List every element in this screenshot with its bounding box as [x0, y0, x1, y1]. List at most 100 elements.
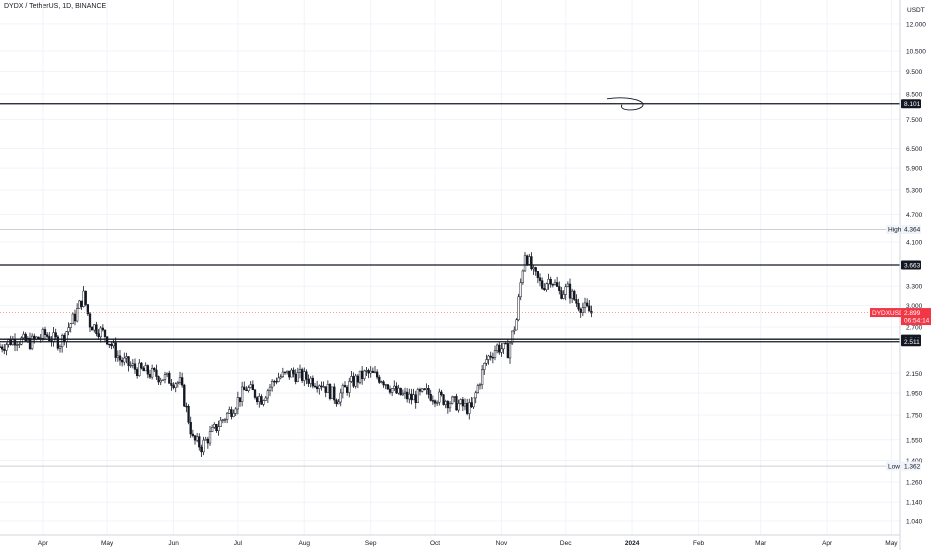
- candle-body: [118, 355, 122, 361]
- candle-body: [270, 380, 274, 388]
- candle-body: [161, 379, 165, 381]
- candle-body: [200, 446, 203, 453]
- currency-label: USDT: [907, 7, 925, 14]
- candle-body: [307, 379, 310, 384]
- candle-body: [390, 388, 394, 393]
- candle-body: [429, 394, 432, 401]
- candle-body: [45, 334, 49, 337]
- candle-body: [431, 400, 435, 402]
- y-tick-label: 9.500: [906, 69, 923, 76]
- candle-body: [292, 369, 295, 375]
- candle-body: [253, 389, 257, 398]
- candle-body: [225, 413, 229, 420]
- drawing-swirl: [606, 97, 644, 111]
- candle-body: [440, 391, 443, 395]
- candle-body: [281, 371, 285, 377]
- y-tick-label: 5.900: [906, 166, 923, 173]
- candle-body: [255, 397, 259, 403]
- candle-body: [386, 384, 390, 390]
- candle-body: [101, 327, 105, 331]
- candle-body: [187, 405, 190, 423]
- candle-body: [300, 369, 304, 381]
- candle-body: [459, 399, 462, 404]
- candle-body: [37, 336, 40, 340]
- candle-body: [468, 402, 471, 414]
- candle-body: [217, 426, 220, 431]
- candle-body: [455, 396, 458, 411]
- candle-body: [303, 371, 306, 381]
- last-price-value: 2.899: [904, 310, 921, 317]
- candle-body: [510, 330, 514, 344]
- candle-body: [420, 388, 424, 392]
- candle-body: [135, 369, 139, 377]
- candle-body: [369, 370, 372, 374]
- candle-body: [335, 399, 338, 405]
- candle-body: [579, 308, 582, 313]
- x-tick-label: Apr: [38, 540, 49, 547]
- candle-body: [352, 376, 355, 387]
- candle-body: [577, 303, 580, 310]
- candle-body: [375, 371, 379, 378]
- candle-body: [504, 342, 507, 345]
- candle-body: [56, 336, 60, 349]
- candle-body: [153, 367, 156, 371]
- candle-body: [418, 389, 422, 392]
- candle-body: [373, 371, 377, 374]
- horizontal-levels[interactable]: [0, 103, 900, 467]
- candle-body: [277, 377, 280, 382]
- candle-body: [305, 371, 308, 380]
- candle-body: [330, 386, 334, 399]
- x-tick-label: May: [885, 540, 898, 547]
- candle-body: [86, 304, 90, 315]
- candle-body: [513, 329, 516, 332]
- candle-body: [168, 372, 171, 384]
- candle-body: [472, 397, 475, 408]
- candle-body: [127, 356, 130, 366]
- candle-body: [206, 438, 210, 444]
- candle-body: [350, 376, 353, 382]
- y-tick-label: 1.260: [906, 479, 923, 486]
- candle-body: [146, 365, 150, 375]
- candle-body: [543, 288, 546, 290]
- candle-body: [315, 386, 319, 389]
- candle-body: [590, 310, 593, 314]
- candle-body: [249, 384, 252, 388]
- candle-body: [438, 391, 441, 403]
- x-tick-label: May: [101, 540, 114, 547]
- candle-body: [384, 384, 387, 386]
- time-axis[interactable]: Apr May Jun Jul Aug Sep Oct Nov Dec 2024 Feb Mar Apr…: [38, 540, 899, 547]
- candle-body: [144, 365, 147, 372]
- y-tick-label: 4.700: [906, 212, 923, 219]
- candle-body: [24, 333, 27, 342]
- level-value-label: 8.101: [904, 101, 921, 108]
- low-value-label: 1.362: [904, 463, 921, 470]
- candle-body: [410, 393, 413, 401]
- price-axis[interactable]: 12.000 10.500 9.500 8.500 7.500 6.500 5.900 5.3…: [906, 21, 926, 525]
- candle-body: [354, 375, 357, 387]
- candle-body: [215, 424, 218, 431]
- candle-body: [88, 313, 92, 328]
- candle-body: [575, 299, 578, 304]
- candle-body: [97, 333, 100, 338]
- candle-body: [474, 392, 477, 399]
- level-value-label-bg: [901, 337, 921, 347]
- candle-body: [159, 380, 162, 383]
- candle-body: [493, 350, 497, 358]
- candle-body: [326, 384, 330, 393]
- y-tick-label: 4.100: [906, 240, 923, 247]
- candle-body: [515, 319, 518, 331]
- candle-body: [15, 344, 19, 346]
- candle-body: [260, 396, 263, 405]
- candle-body: [365, 370, 368, 372]
- candle-body: [453, 396, 456, 398]
- last-price-bg: [901, 308, 931, 326]
- candle-body: [309, 377, 312, 384]
- candle-body: [275, 381, 278, 383]
- candle-body: [483, 363, 486, 370]
- candle-body: [103, 329, 107, 337]
- low-value-bg: [901, 461, 921, 471]
- candle-body: [155, 369, 158, 377]
- candle-body: [266, 390, 270, 399]
- candle-body: [324, 386, 327, 393]
